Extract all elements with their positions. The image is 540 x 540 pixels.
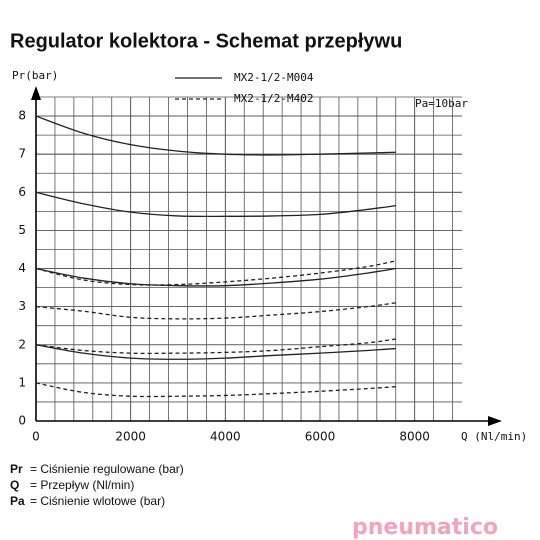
data-line [35, 267, 396, 287]
legend-label: MX2-1/2-M402 [234, 92, 313, 105]
footnote-symbol: Pr [10, 462, 23, 476]
y-axis-label: Pr(bar) [12, 69, 58, 82]
footnote-symbol: Q [10, 478, 19, 492]
y-tick-label: 0 [18, 414, 26, 428]
data-line [35, 338, 396, 355]
x-axis-label: Q (Nl/min) [461, 430, 527, 443]
y-tick-label: 1 [18, 375, 26, 389]
data-line [35, 260, 396, 286]
data-line [35, 382, 396, 398]
legend-label: MX2-1/2-M004 [234, 71, 314, 84]
y-tick-label: 3 [18, 299, 26, 313]
x-tick-label: 0 [32, 430, 40, 444]
footnote-symbol: Pa [10, 494, 25, 508]
x-axis-arrow [488, 416, 502, 426]
data-line [35, 344, 396, 360]
y-tick-label: 7 [18, 147, 26, 161]
x-tick-label: 6000 [305, 430, 336, 444]
y-tick-label: 6 [18, 185, 26, 199]
y-tick-label: 2 [18, 337, 26, 351]
x-tick-label: 2000 [115, 430, 146, 444]
annotation: Pa=10bar [415, 97, 468, 110]
y-tick-label: 4 [18, 261, 26, 275]
y-tick-label: 5 [18, 223, 26, 237]
y-tick-label: 8 [18, 109, 26, 123]
chart-title: Regulator kolektora - Schemat przepływu [10, 30, 402, 52]
footnote-text: = Przepływ (Nl/min) [30, 478, 134, 492]
logo: pneumatico [352, 515, 498, 540]
x-tick-label: 8000 [399, 430, 430, 444]
x-tick-label: 4000 [210, 430, 241, 444]
data-line [35, 302, 396, 320]
footnote-text: = Ciśnienie regulowane (bar) [30, 462, 184, 476]
data-line [35, 191, 396, 218]
y-axis-arrow [31, 86, 41, 100]
data-line [35, 115, 396, 156]
footnote-text: = Ciśnienie wlotowe (bar) [30, 494, 165, 508]
